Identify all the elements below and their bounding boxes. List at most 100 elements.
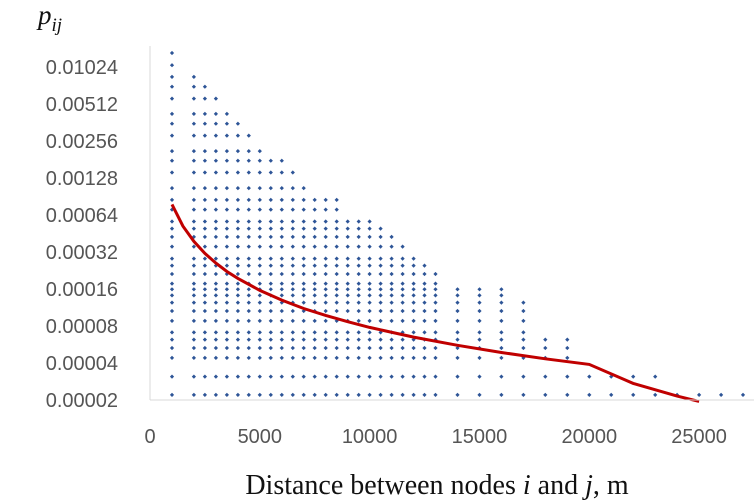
scatter-point: [213, 170, 218, 175]
scatter-point: [224, 207, 229, 212]
scatter-point: [323, 300, 328, 305]
scatter-point: [477, 355, 482, 360]
scatter-point: [367, 318, 372, 323]
scatter-point: [191, 226, 196, 231]
scatter-point: [224, 256, 229, 261]
scatter-point: [235, 207, 240, 212]
scatter-point: [455, 300, 460, 305]
scatter-point: [455, 374, 460, 379]
scatter-point: [224, 133, 229, 138]
scatter-point: [268, 244, 273, 249]
scatter-point: [312, 337, 317, 342]
scatter-point: [235, 226, 240, 231]
scatter-point: [191, 281, 196, 286]
scatter-point: [257, 345, 262, 351]
scatter-point: [422, 355, 427, 360]
scatter-point: [202, 158, 207, 163]
scatter-point: [169, 226, 175, 231]
scatter-point: [323, 226, 328, 231]
scatter-point: [246, 149, 251, 154]
scatter-point: [301, 293, 306, 298]
scatter-point: [235, 149, 240, 154]
scatter-point: [367, 219, 372, 224]
scatter-point: [378, 256, 383, 261]
scatter-point: [455, 318, 460, 323]
scatter-point: [345, 281, 350, 286]
scatter-point: [268, 197, 273, 202]
x-axis-title-node-j: j: [582, 470, 593, 501]
scatter-point: [224, 219, 229, 224]
scatter-point: [631, 392, 636, 397]
scatter-point: [235, 308, 240, 314]
y-tick-label: 0.00256: [46, 131, 118, 153]
scatter-point: [279, 234, 284, 239]
scatter-point: [290, 271, 295, 277]
scatter-point: [378, 345, 383, 351]
scatter-point: [279, 392, 284, 397]
scatter-point: [378, 300, 383, 305]
scatter-point: [378, 355, 383, 360]
scatter-point: [334, 226, 339, 231]
scatter-point: [422, 330, 427, 335]
scatter-point: [345, 263, 350, 268]
scatter-point: [169, 234, 175, 239]
scatter-point: [356, 392, 361, 397]
scatter-point: [246, 271, 251, 277]
scatter-point: [301, 374, 306, 379]
scatter-point: [268, 337, 273, 342]
y-tick-label: 0.00064: [46, 205, 118, 227]
scatter-point: [609, 374, 614, 379]
scatter-point: [389, 244, 394, 249]
scatter-point: [235, 374, 240, 379]
scatter-point: [345, 256, 350, 261]
scatter-point: [169, 271, 175, 277]
scatter-point: [213, 186, 218, 191]
scatter-point: [213, 226, 218, 231]
scatter-point: [268, 318, 273, 323]
scatter-point: [499, 293, 504, 298]
scatter-point: [378, 392, 383, 397]
scatter-point: [389, 234, 394, 239]
scatter-point: [411, 392, 416, 397]
scatter-point: [356, 287, 361, 292]
scatter-point: [367, 256, 372, 261]
scatter-point: [257, 318, 262, 323]
x-axis-title-node-i: i: [523, 470, 531, 501]
scatter-point: [169, 263, 175, 268]
scatter-point: [367, 337, 372, 342]
scatter-point: [224, 263, 229, 268]
scatter-point: [257, 374, 262, 379]
scatter-point: [224, 186, 229, 191]
scatter-point: [565, 374, 570, 379]
scatter-point: [521, 345, 526, 351]
scatter-point: [290, 345, 295, 351]
scatter-point: [257, 244, 262, 249]
scatter-point: [422, 263, 427, 268]
scatter-point: [224, 149, 229, 154]
scatter-point: [356, 234, 361, 239]
scatter-point: [301, 345, 306, 351]
scatter-point: [400, 318, 405, 323]
scatter-point: [378, 318, 383, 323]
scatter-point: [257, 170, 262, 175]
scatter-point: [345, 392, 350, 397]
scatter-point: [246, 308, 251, 314]
scatter-point: [169, 96, 175, 101]
scatter-point: [411, 308, 416, 314]
scatter-point: [169, 330, 175, 335]
scatter-point: [312, 318, 317, 323]
scatter-point: [301, 256, 306, 261]
scatter-point: [191, 256, 196, 261]
scatter-point: [334, 355, 339, 360]
scatter-point: [202, 170, 207, 175]
scatter-point: [411, 300, 416, 305]
scatter-point: [169, 111, 175, 116]
scatter-point: [268, 287, 273, 292]
scatter-point: [400, 281, 405, 286]
scatter-point: [697, 392, 702, 397]
scatter-point: [345, 308, 350, 314]
scatter-point: [565, 337, 570, 342]
scatter-point: [433, 355, 438, 360]
scatter-point: [235, 263, 240, 268]
scatter-point: [235, 133, 240, 138]
